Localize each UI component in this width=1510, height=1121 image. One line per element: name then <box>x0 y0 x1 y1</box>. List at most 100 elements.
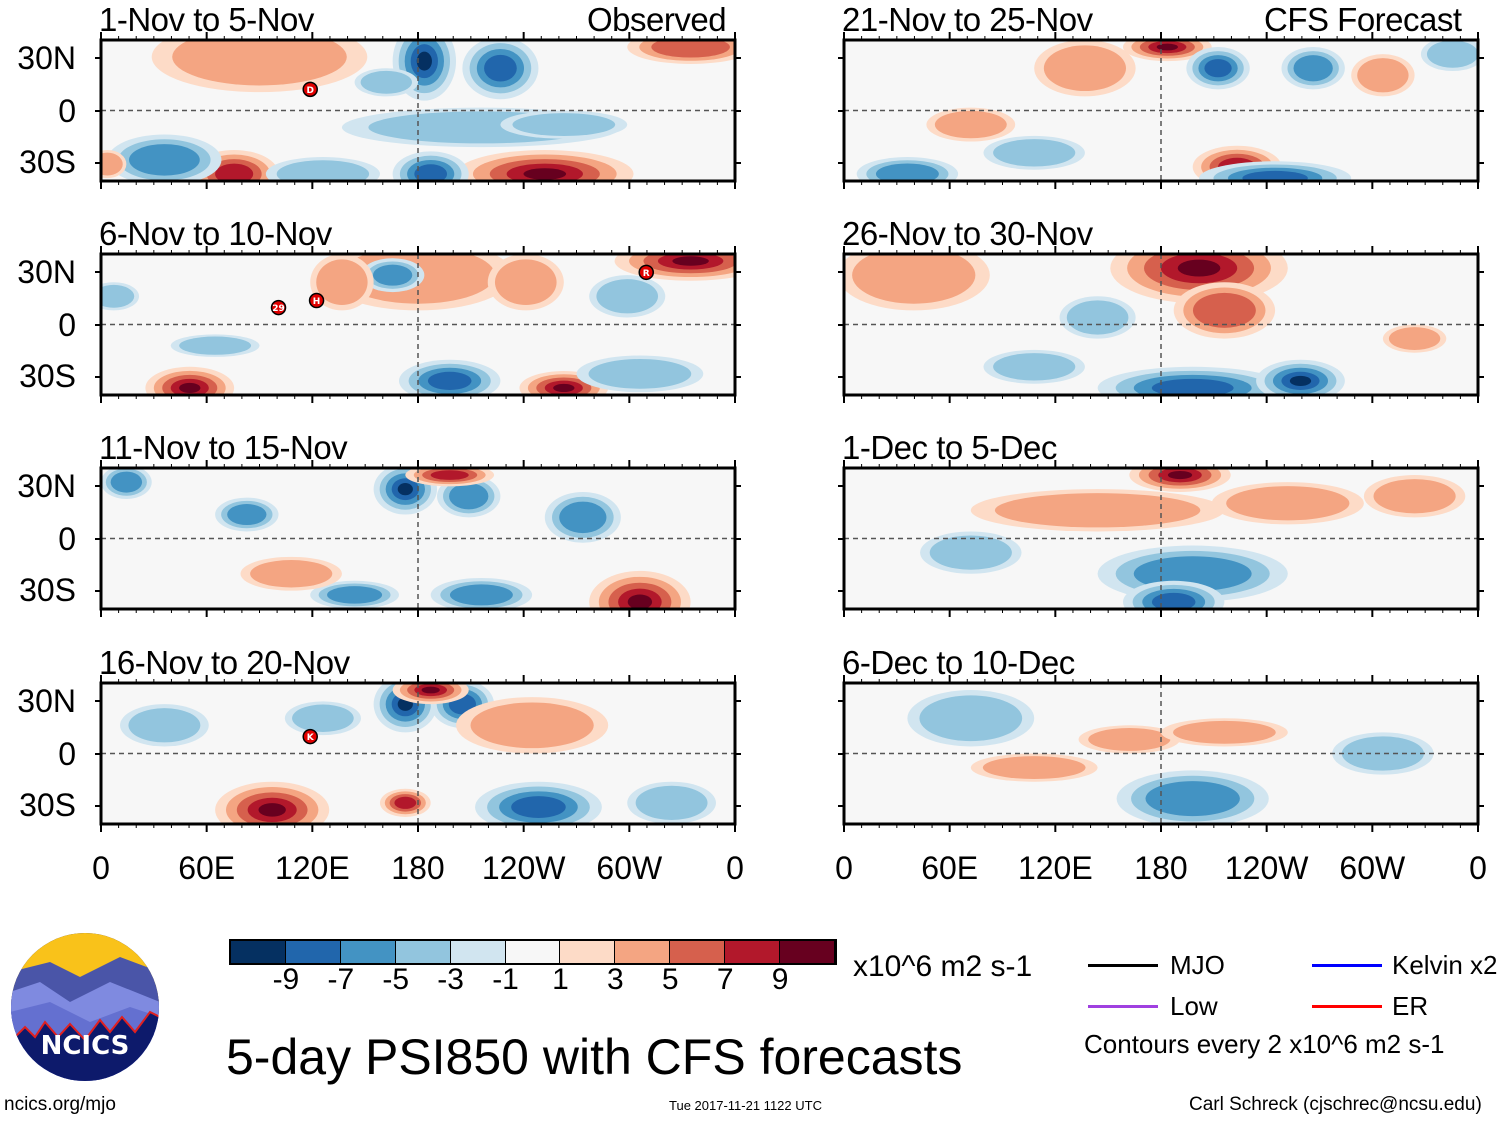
psi-contour <box>494 259 557 306</box>
psi-contour <box>101 152 123 176</box>
colorbar-swatch <box>725 941 781 963</box>
lat-label: 30N <box>17 254 76 290</box>
colorbar-label: 9 <box>771 963 789 996</box>
contours-note: Contours every 2 x10^6 m2 s-1 <box>1084 1029 1445 1059</box>
psi-contour <box>588 359 692 389</box>
lon-label: 60W <box>596 850 663 886</box>
storm-label: D <box>306 86 313 96</box>
colorbar-swatch <box>231 941 286 963</box>
tropical-cyclone-icon[interactable]: H <box>308 292 325 309</box>
colorbar-swatch <box>450 941 506 963</box>
legend-line-mjo <box>1088 964 1158 967</box>
panel-title: 6-Nov to 10-Nov <box>99 215 332 252</box>
psi-contour <box>421 686 440 694</box>
colorbar-label: 3 <box>607 963 624 996</box>
psi-contour <box>258 803 286 817</box>
psi-contour <box>1242 170 1308 181</box>
tropical-cyclone-icon[interactable]: R <box>638 264 654 281</box>
psi-contour <box>994 493 1201 528</box>
legend-label-er: ER <box>1392 991 1429 1021</box>
lon-label: 60W <box>1339 850 1406 886</box>
panel-title: 1-Nov to 5-Nov <box>99 1 314 38</box>
psi-contour <box>1226 486 1350 521</box>
colorbar-swatch <box>780 941 835 963</box>
psi-contour <box>449 483 489 510</box>
psi-contour <box>129 144 200 176</box>
psi-contour <box>179 336 252 355</box>
colorbar-label: -5 <box>382 963 410 996</box>
psi850-map-panel: D <box>95 32 741 189</box>
psi-contour <box>1204 59 1232 78</box>
psi-contour <box>511 796 566 818</box>
colorbar-label: -9 <box>272 963 300 996</box>
psi-contour <box>1341 736 1424 771</box>
psi-contour <box>993 139 1076 167</box>
psi-contour <box>1151 592 1196 609</box>
psi-contour <box>559 501 607 534</box>
psi-contour <box>292 704 354 732</box>
psi-contour <box>852 254 976 304</box>
footer-url[interactable]: ncics.org/mjo <box>4 1094 116 1115</box>
logo-text: NCICS <box>41 1031 130 1061</box>
tropical-cyclone-icon[interactable]: D <box>302 81 318 98</box>
ncics-logo: NCICS <box>11 933 159 1081</box>
lon-label: 0 <box>1469 850 1487 886</box>
psi-contour <box>1426 40 1478 68</box>
colorbar-swatch <box>505 941 561 963</box>
psi-contour <box>430 470 469 480</box>
lat-label: 30S <box>19 572 76 608</box>
lat-label: 30N <box>17 683 76 719</box>
observed-label: Observed <box>587 1 727 38</box>
psi-contour <box>553 383 575 393</box>
psi-contour <box>1156 43 1178 51</box>
legend-label-low: Low <box>1170 991 1218 1021</box>
psi850-map-panel <box>838 460 1484 617</box>
psi-contour <box>215 163 254 181</box>
lon-label: 180 <box>1134 850 1188 886</box>
colorbar-label: 1 <box>552 963 569 996</box>
lon-label: 0 <box>835 850 853 886</box>
footer-author: Carl Schreck (cjschrec@ncsu.edu) <box>1189 1094 1482 1115</box>
psi-contour <box>1289 375 1312 386</box>
lat-label: 0 <box>58 307 76 343</box>
legend-line-low <box>1088 1005 1158 1008</box>
psi-contour <box>360 70 412 94</box>
psi-contour <box>934 110 1007 139</box>
psi-contour <box>672 256 709 266</box>
colorbar-units: x10^6 m2 s-1 <box>853 950 1033 983</box>
panel-title: 6-Dec to 10-Dec <box>842 644 1075 681</box>
lon-label: 120E <box>274 850 350 886</box>
psi-contour <box>1151 378 1234 395</box>
panel-title: 1-Dec to 5-Dec <box>842 429 1057 466</box>
legend-line-er <box>1312 1005 1382 1008</box>
lat-label: 30S <box>19 787 76 823</box>
lat-label: 30N <box>17 468 76 504</box>
psi-contour <box>1173 720 1276 744</box>
psi-contour <box>128 708 201 743</box>
psi-contour <box>227 504 267 526</box>
tropical-cyclone-icon[interactable]: K <box>302 728 318 745</box>
panel-title: 16-Nov to 20-Nov <box>99 644 350 681</box>
psi-contour <box>394 796 417 809</box>
panel-title: 21-Nov to 25-Nov <box>842 1 1093 38</box>
psi-contour <box>427 371 472 390</box>
psi-contour <box>101 284 135 308</box>
panel-title: 11-Nov to 15-Nov <box>99 429 348 466</box>
storm-label: 29 <box>272 304 285 314</box>
lon-label: 0 <box>726 850 744 886</box>
colorbar-label: 7 <box>716 963 734 996</box>
storm-label: H <box>313 297 321 307</box>
lon-label: 120W <box>1224 850 1309 886</box>
lon-label: 180 <box>391 850 445 886</box>
psi850-map-panel <box>838 32 1484 189</box>
psi-contour <box>1043 45 1127 92</box>
figure-title: 5-day PSI850 with CFS forecasts <box>226 1029 963 1085</box>
psi-contour <box>316 259 368 306</box>
psi-contour <box>875 163 939 181</box>
psi-contour <box>1373 479 1456 514</box>
lon-label: 120E <box>1017 850 1093 886</box>
tropical-cyclone-icon[interactable]: 29 <box>270 299 287 316</box>
psi-contour <box>416 51 432 71</box>
psi-contour <box>993 353 1076 381</box>
psi850-map-panel <box>838 675 1484 832</box>
